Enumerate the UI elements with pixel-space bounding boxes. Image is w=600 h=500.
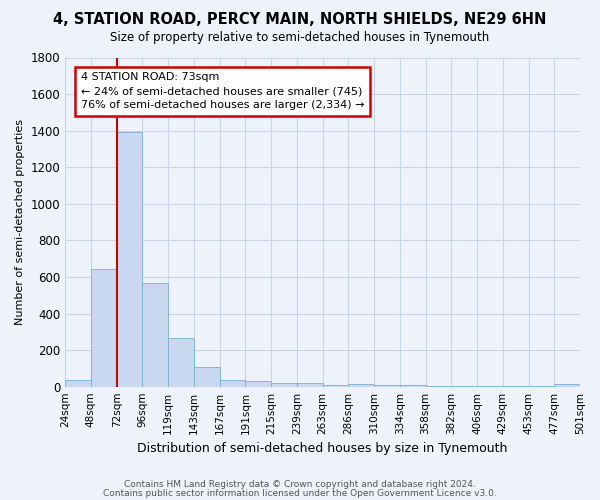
Text: Contains HM Land Registry data © Crown copyright and database right 2024.: Contains HM Land Registry data © Crown c… bbox=[124, 480, 476, 489]
Bar bbox=[554, 384, 580, 386]
Text: Size of property relative to semi-detached houses in Tynemouth: Size of property relative to semi-detach… bbox=[110, 31, 490, 44]
Bar bbox=[323, 385, 349, 386]
Bar bbox=[297, 384, 323, 386]
Bar bbox=[91, 268, 116, 386]
Text: Contains public sector information licensed under the Open Government Licence v3: Contains public sector information licen… bbox=[103, 488, 497, 498]
Text: 4 STATION ROAD: 73sqm
← 24% of semi-detached houses are smaller (745)
76% of sem: 4 STATION ROAD: 73sqm ← 24% of semi-deta… bbox=[80, 72, 364, 110]
Bar bbox=[400, 385, 425, 386]
Bar bbox=[168, 338, 194, 386]
Bar bbox=[271, 382, 297, 386]
Y-axis label: Number of semi-detached properties: Number of semi-detached properties bbox=[15, 119, 25, 325]
Bar bbox=[194, 367, 220, 386]
Bar bbox=[374, 385, 400, 386]
Bar bbox=[142, 284, 168, 387]
Bar bbox=[245, 381, 271, 386]
Bar bbox=[65, 380, 91, 386]
Bar bbox=[349, 384, 374, 386]
Text: 4, STATION ROAD, PERCY MAIN, NORTH SHIELDS, NE29 6HN: 4, STATION ROAD, PERCY MAIN, NORTH SHIEL… bbox=[53, 12, 547, 28]
Bar bbox=[116, 132, 142, 386]
X-axis label: Distribution of semi-detached houses by size in Tynemouth: Distribution of semi-detached houses by … bbox=[137, 442, 508, 455]
Bar bbox=[220, 380, 245, 386]
